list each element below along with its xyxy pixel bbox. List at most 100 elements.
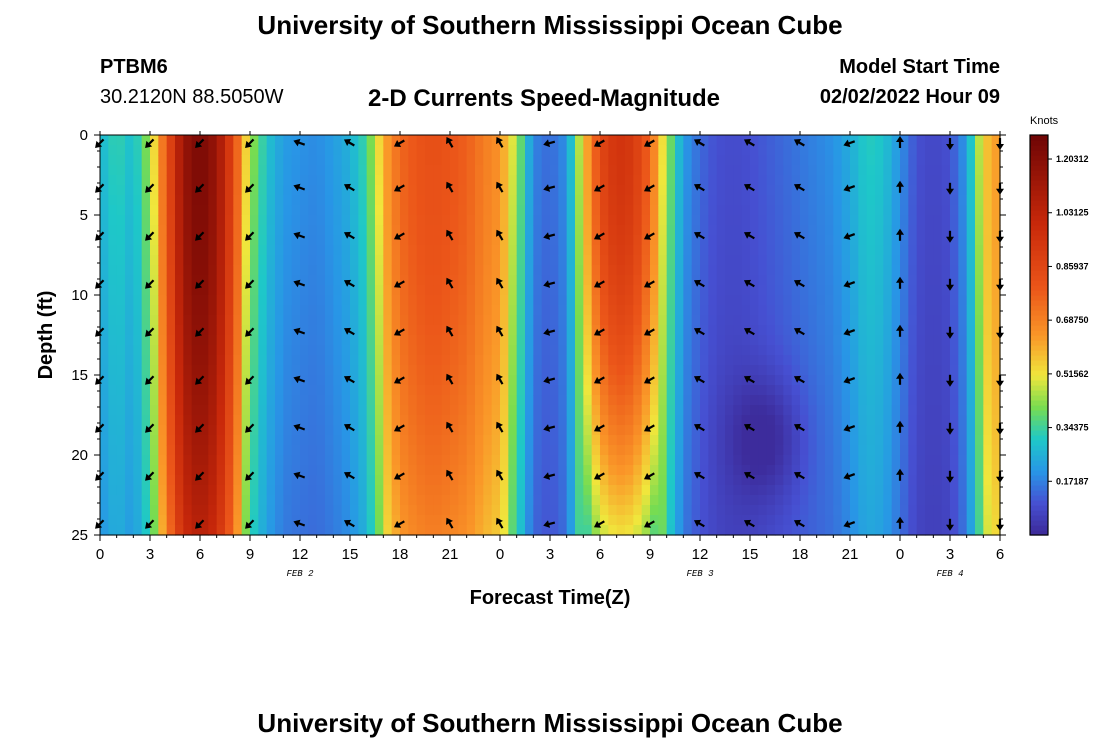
- heatmap-cell: [950, 275, 959, 286]
- heatmap-cell: [608, 475, 618, 486]
- heatmap-cell: [741, 495, 751, 506]
- heatmap-cell: [625, 435, 634, 446]
- heatmap-cell: [841, 515, 851, 526]
- heatmap-cell: [941, 265, 951, 276]
- heatmap-cell: [108, 385, 118, 396]
- heatmap-cell: [775, 215, 784, 226]
- heatmap-cell: [375, 485, 384, 496]
- heatmap-cell: [100, 275, 109, 286]
- current-arrow: [743, 375, 755, 384]
- heatmap-cell: [883, 215, 893, 226]
- current-arrow: [643, 520, 655, 528]
- heatmap-cell: [775, 475, 784, 486]
- heatmap-cell: [450, 355, 459, 366]
- heatmap-cell: [733, 285, 743, 296]
- heatmap-cell: [875, 295, 884, 306]
- heatmap-cell: [691, 505, 701, 516]
- heatmap-cell: [458, 335, 468, 346]
- heatmap-cell: [408, 475, 418, 486]
- heatmap-cell: [333, 245, 343, 256]
- heatmap-cell: [275, 145, 284, 156]
- heatmap-cell: [400, 175, 409, 186]
- heatmap-cell: [608, 465, 618, 476]
- heatmap-cell: [216, 375, 226, 386]
- heatmap-cell: [991, 325, 1001, 336]
- heatmap-cell: [758, 485, 768, 496]
- heatmap-cell: [316, 425, 326, 436]
- heatmap-cell: [583, 275, 593, 286]
- heatmap-cell: [666, 455, 676, 466]
- heatmap-cell: [200, 515, 209, 526]
- heatmap-cell: [358, 205, 368, 216]
- colorbar-band: [1030, 220, 1048, 226]
- colorbar-tick-label: 0.85937: [1056, 261, 1089, 271]
- heatmap-cell: [216, 155, 226, 166]
- heatmap-cell: [883, 335, 893, 346]
- heatmap-cell: [400, 275, 409, 286]
- heatmap-cell: [966, 165, 976, 176]
- heatmap-cell: [141, 195, 151, 206]
- heatmap-cell: [191, 215, 201, 226]
- heatmap-cell: [491, 275, 501, 286]
- heatmap-cell: [775, 375, 784, 386]
- heatmap-cell: [283, 445, 293, 456]
- heatmap-cell: [475, 465, 484, 476]
- heatmap-cell: [783, 495, 793, 506]
- current-arrow: [693, 139, 705, 147]
- heatmap-cell: [983, 135, 993, 146]
- heatmap-cell: [133, 385, 143, 396]
- heatmap-cell: [266, 215, 276, 226]
- current-arrow: [343, 471, 355, 480]
- heatmap-cell: [591, 525, 601, 536]
- heatmap-cell: [633, 475, 643, 486]
- heatmap-cell: [500, 175, 509, 186]
- heatmap-cell: [150, 155, 159, 166]
- heatmap-cell: [258, 255, 268, 266]
- heatmap-cell: [358, 255, 368, 266]
- heatmap-cell: [400, 285, 409, 296]
- heatmap-cell: [816, 425, 826, 436]
- heatmap-cell: [291, 455, 301, 466]
- heatmap-cell: [183, 395, 193, 406]
- heatmap-cell: [191, 165, 201, 176]
- heatmap-cell: [358, 275, 368, 286]
- heatmap-cell: [366, 165, 376, 176]
- heatmap-cell: [591, 365, 601, 376]
- heatmap-cell: [291, 315, 301, 326]
- heatmap-cell: [533, 345, 543, 356]
- heatmap-cell: [391, 435, 401, 446]
- heatmap-cell: [700, 305, 709, 316]
- heatmap-cell: [991, 505, 1001, 516]
- heatmap-cell: [325, 525, 334, 536]
- heatmap-cell: [516, 445, 526, 456]
- heatmap-cell: [616, 235, 626, 246]
- heatmap-cell: [175, 255, 184, 266]
- heatmap-cell: [633, 135, 643, 146]
- heatmap-cell: [191, 245, 201, 256]
- heatmap-cell: [425, 195, 434, 206]
- heatmap-cell: [658, 315, 668, 326]
- heatmap-cell: [983, 325, 993, 336]
- heatmap-cell: [791, 195, 801, 206]
- heatmap-cell: [625, 385, 634, 396]
- colorbar-band: [1030, 175, 1048, 181]
- heatmap-cell: [583, 255, 593, 266]
- heatmap-cell: [258, 135, 268, 146]
- heatmap-cell: [350, 335, 359, 346]
- heatmap-cell: [741, 415, 751, 426]
- heatmap-cell: [816, 515, 826, 526]
- heatmap-cell: [366, 335, 376, 346]
- heatmap-cell: [208, 145, 218, 156]
- heatmap-cell: [808, 515, 818, 526]
- current-arrow: [543, 280, 556, 288]
- heatmap-cell: [491, 435, 501, 446]
- heatmap-cell: [666, 345, 676, 356]
- heatmap-cell: [833, 405, 843, 416]
- heatmap-cell: [116, 445, 126, 456]
- heatmap-cell: [366, 455, 376, 466]
- heatmap-cell: [600, 215, 609, 226]
- heatmap-cell: [583, 175, 593, 186]
- heatmap-cell: [583, 395, 593, 406]
- heatmap-cell: [866, 235, 876, 246]
- heatmap-cell: [300, 315, 309, 326]
